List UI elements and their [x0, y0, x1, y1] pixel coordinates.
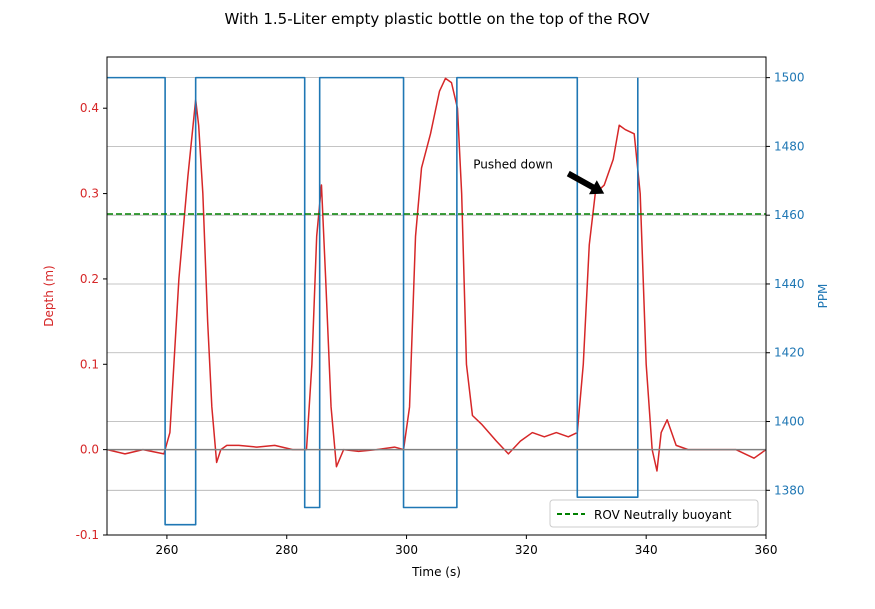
annotation-arrow: [566, 170, 605, 195]
x-tick-label: 300: [395, 543, 418, 557]
y-left-tick-label: 0.3: [80, 187, 99, 201]
y-left-tick-label: 0.4: [80, 101, 99, 115]
y-left-tick-label: 0.1: [80, 357, 99, 371]
plot-frame: [106, 56, 767, 536]
legend: ROV Neutrally buoyant: [549, 499, 759, 528]
y-right-tick-label: 1500: [774, 71, 805, 85]
y-right-tick-label: 1460: [774, 208, 805, 222]
axes: 260 280 300 320 340 360 -0.1 0.0 0.1 0.2 0.3 0.4 138…: [76, 71, 805, 557]
y-axis-label-left: Depth (m): [42, 265, 56, 326]
annotation: Pushed down: [473, 158, 605, 195]
y-left-tick-label: 0.2: [80, 272, 99, 286]
series-depth-line: [107, 77, 766, 472]
y-right-tick-label: 1400: [774, 415, 805, 429]
y-left-tick-label: -0.1: [76, 528, 99, 542]
x-tick-label: 340: [635, 543, 658, 557]
y-left-tick-label: 0.0: [80, 443, 99, 457]
x-tick-label: 260: [155, 543, 178, 557]
series-ppm-line: [107, 76, 639, 526]
chart-title: With 1.5-Liter empty plastic bottle on t…: [225, 10, 651, 28]
y-right-tick-label: 1440: [774, 277, 805, 291]
y-axis-label-right: PPM: [816, 284, 830, 309]
legend-box: [549, 499, 759, 528]
annotation-text: Pushed down: [473, 158, 553, 172]
y-right-tick-label: 1380: [774, 483, 805, 497]
plot-clip-group: [107, 76, 766, 526]
y-right-tick-label: 1420: [774, 346, 805, 360]
plot-area: [107, 76, 766, 526]
legend-label: ROV Neutrally buoyant: [594, 508, 732, 522]
x-axis-label: Time (s): [411, 565, 461, 579]
x-tick-label: 320: [515, 543, 538, 557]
x-tick-label: 360: [755, 543, 778, 557]
x-tick-label: 280: [275, 543, 298, 557]
y-right-tick-label: 1480: [774, 139, 805, 153]
